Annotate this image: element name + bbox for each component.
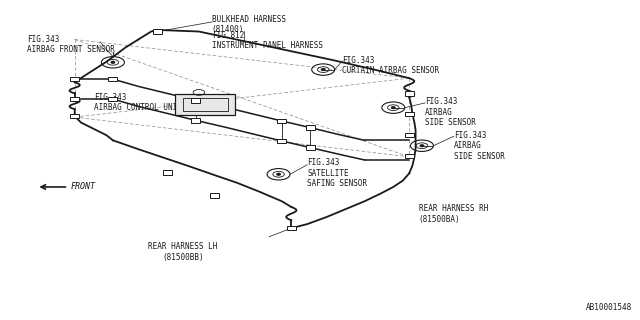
Text: FIG.343
AIRBAG
SIDE SENSOR: FIG.343 AIRBAG SIDE SENSOR xyxy=(454,131,505,161)
Bar xyxy=(70,77,79,81)
Bar xyxy=(108,97,117,101)
Circle shape xyxy=(111,61,115,63)
Circle shape xyxy=(277,173,280,175)
Text: FIG.343
SATELLITE
SAFING SENSOR: FIG.343 SATELLITE SAFING SENSOR xyxy=(307,158,367,188)
Bar xyxy=(108,77,117,81)
Bar xyxy=(183,98,228,111)
Circle shape xyxy=(420,145,424,147)
Bar xyxy=(191,98,200,103)
Bar xyxy=(191,118,200,123)
Bar xyxy=(404,154,413,158)
Text: FRONT: FRONT xyxy=(70,182,95,191)
Circle shape xyxy=(392,107,395,108)
Bar xyxy=(404,133,413,138)
Bar xyxy=(70,114,79,118)
Text: REAR HARNESS LH
(81500BB): REAR HARNESS LH (81500BB) xyxy=(148,243,218,262)
Bar xyxy=(404,112,413,116)
Bar xyxy=(211,193,220,198)
Bar xyxy=(277,119,286,123)
Bar xyxy=(163,171,172,175)
Bar xyxy=(287,226,296,230)
Bar xyxy=(404,91,413,96)
Text: AB10001548: AB10001548 xyxy=(586,303,632,312)
Bar xyxy=(306,125,315,130)
Text: FIG.343
AIRBAG
SIDE SENSOR: FIG.343 AIRBAG SIDE SENSOR xyxy=(425,97,476,127)
Bar xyxy=(70,97,79,101)
Bar xyxy=(306,145,315,150)
Text: FIG.343
AIRBAG CONTROL UNIT: FIG.343 AIRBAG CONTROL UNIT xyxy=(94,93,182,112)
Bar xyxy=(277,139,286,143)
Text: FIG.812
INSTRUMENT PANEL HARNESS: FIG.812 INSTRUMENT PANEL HARNESS xyxy=(212,31,323,50)
Text: BULKHEAD HARNESS
(81400): BULKHEAD HARNESS (81400) xyxy=(212,15,285,34)
Text: FIG.343
CURTAIN AIRBAG SENSOR: FIG.343 CURTAIN AIRBAG SENSOR xyxy=(342,56,440,75)
Text: FIG.343
AIRBAG FRONT SENSOR: FIG.343 AIRBAG FRONT SENSOR xyxy=(27,35,115,54)
FancyBboxPatch shape xyxy=(175,94,236,115)
Text: REAR HARNESS RH
(81500BA): REAR HARNESS RH (81500BA) xyxy=(419,204,488,224)
Circle shape xyxy=(321,69,325,70)
Bar xyxy=(153,29,162,34)
